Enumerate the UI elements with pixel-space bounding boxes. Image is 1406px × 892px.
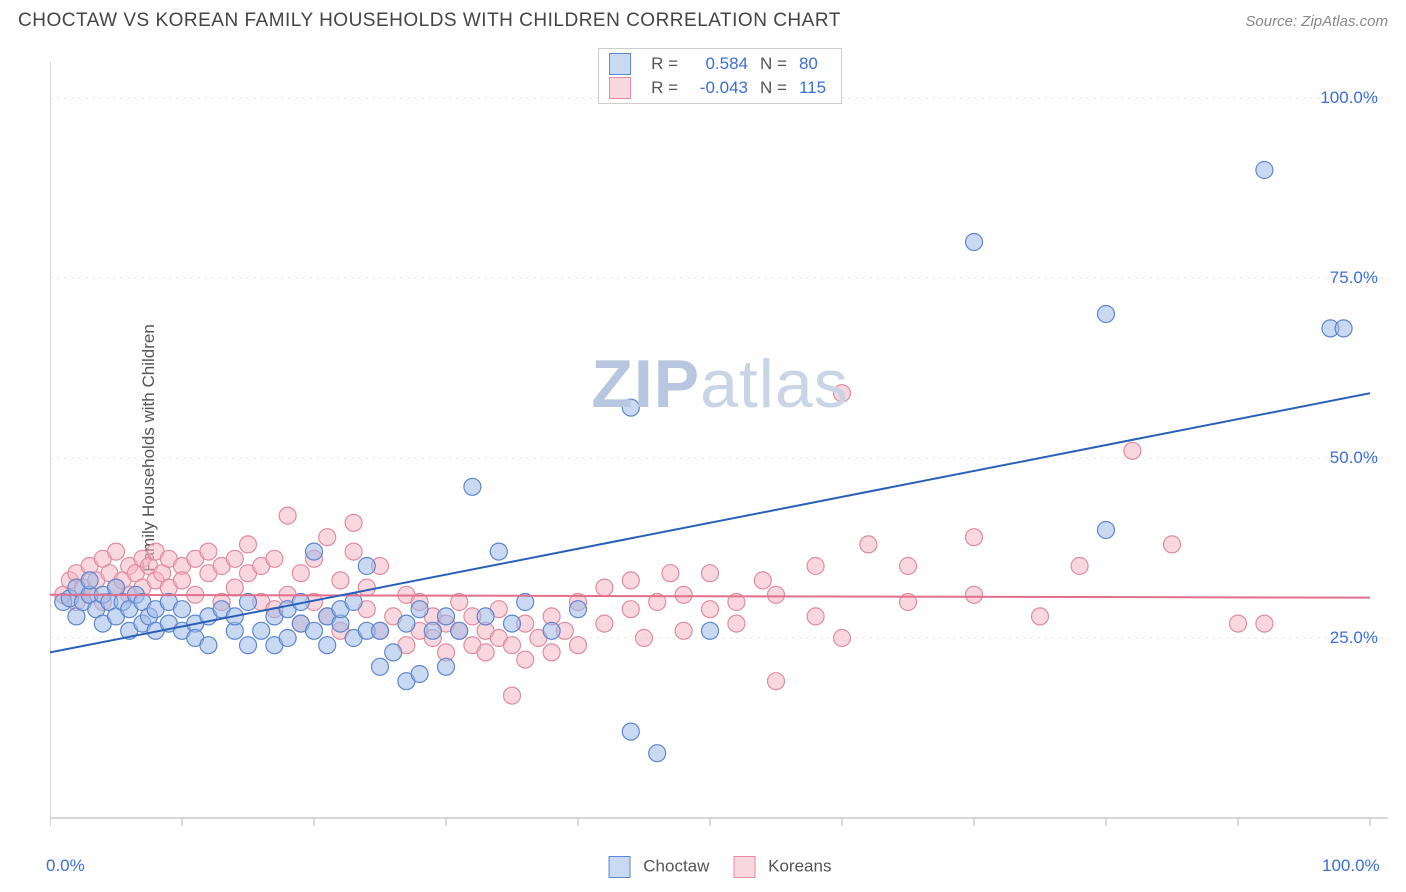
x-tick-label-min: 0.0% bbox=[46, 856, 85, 876]
y-tick-label-25: 25.0% bbox=[1330, 628, 1378, 648]
legend-item-choctaw: Choctaw bbox=[609, 856, 710, 878]
y-tick-label-100: 100.0% bbox=[1320, 88, 1378, 108]
stat-r-value-choctaw: 0.584 bbox=[690, 54, 748, 74]
stats-legend: R = 0.584 N = 80 R = -0.043 N = 115 bbox=[598, 48, 842, 104]
stat-n-label: N = bbox=[760, 78, 787, 98]
source-name: ZipAtlas.com bbox=[1301, 13, 1388, 30]
x-tick-label-max: 100.0% bbox=[1322, 856, 1380, 876]
page-title: CHOCTAW VS KOREAN FAMILY HOUSEHOLDS WITH… bbox=[18, 10, 841, 32]
legend-swatch-koreans bbox=[733, 856, 755, 878]
legend-swatch-choctaw bbox=[609, 53, 631, 75]
y-tick-label-75: 75.0% bbox=[1330, 268, 1378, 288]
legend-label-koreans: Koreans bbox=[768, 856, 831, 875]
source-attribution: Source: ZipAtlas.com bbox=[1245, 13, 1388, 30]
legend-label-choctaw: Choctaw bbox=[643, 856, 709, 875]
stats-row-choctaw: R = 0.584 N = 80 bbox=[609, 52, 831, 76]
stat-r-value-koreans: -0.043 bbox=[690, 78, 748, 98]
legend-swatch-koreans bbox=[609, 77, 631, 99]
stat-n-value-koreans: 115 bbox=[799, 78, 831, 98]
stat-r-label: R = bbox=[651, 78, 678, 98]
legend-swatch-choctaw bbox=[609, 856, 631, 878]
stat-n-value-choctaw: 80 bbox=[799, 54, 831, 74]
stat-n-label: N = bbox=[760, 54, 787, 74]
bottom-legend: Choctaw Koreans bbox=[609, 856, 832, 878]
legend-item-koreans: Koreans bbox=[733, 856, 831, 878]
y-tick-label-50: 50.0% bbox=[1330, 448, 1378, 468]
scatter-plot-svg bbox=[50, 48, 1390, 848]
correlation-chart: Family Households with Children ZIPatlas… bbox=[50, 48, 1390, 848]
stats-row-koreans: R = -0.043 N = 115 bbox=[609, 76, 831, 100]
source-prefix: Source: bbox=[1245, 13, 1301, 30]
stat-r-label: R = bbox=[651, 54, 678, 74]
